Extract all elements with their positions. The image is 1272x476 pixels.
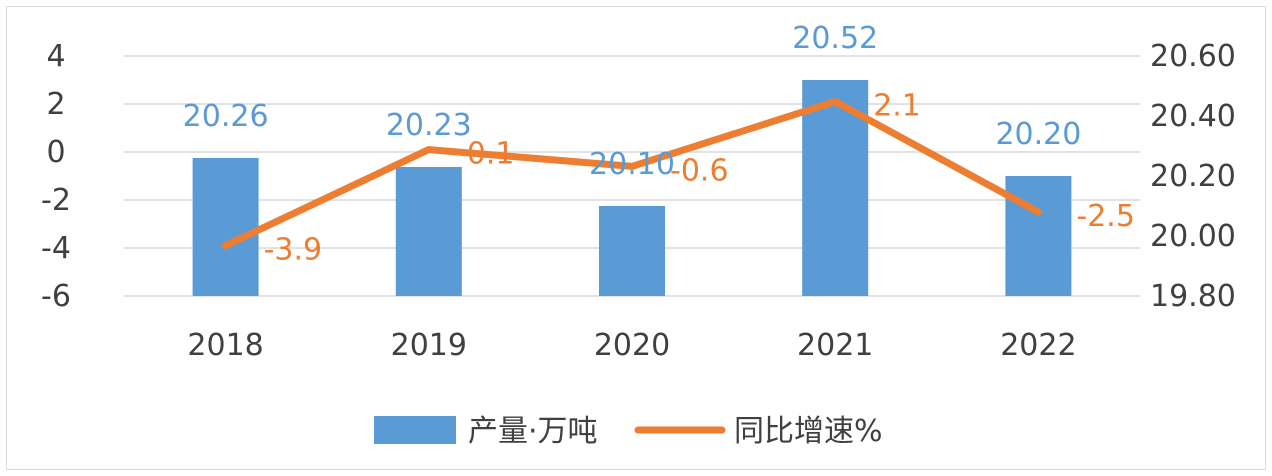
x-tick-label: 2021 <box>797 328 873 363</box>
x-axis: 2018 2019 2020 2021 2022 <box>187 328 1076 363</box>
right-tick-label: 19.80 <box>1150 279 1236 314</box>
line-data-label: -2.5 <box>1076 199 1135 234</box>
line-data-label: 0.1 <box>467 137 515 172</box>
bar-series <box>192 80 1072 296</box>
left-tick-label: 0 <box>46 135 65 170</box>
x-tick-label: 2020 <box>594 328 670 363</box>
right-tick-label: 20.00 <box>1150 219 1236 254</box>
left-axis: 4 2 0 -2 -4 -6 <box>41 39 71 314</box>
left-tick-label: -4 <box>41 231 71 266</box>
x-tick-label: 2019 <box>391 328 467 363</box>
bar <box>192 158 259 296</box>
x-tick-label: 2022 <box>1000 328 1076 363</box>
right-tick-label: 20.40 <box>1150 99 1236 134</box>
data-labels: 20.26 20.23 20.10 20.52 20.20 -3.9 0.1 -0.6 2.1 -… <box>183 21 1135 268</box>
line-data-label: -3.9 <box>264 233 323 268</box>
bar-data-label: 20.23 <box>386 108 472 143</box>
left-tick-label: -6 <box>41 279 71 314</box>
bar <box>1005 176 1072 296</box>
legend-swatch-bar <box>374 416 456 444</box>
legend-label-bar: 产量·万吨 <box>468 414 598 449</box>
bar-data-label: 20.52 <box>792 21 878 56</box>
right-tick-label: 20.60 <box>1150 39 1236 74</box>
right-axis: 20.60 20.40 20.20 20.00 19.80 <box>1150 39 1236 314</box>
line-point <box>425 146 433 154</box>
left-tick-label: 4 <box>46 39 65 74</box>
line-data-label: -0.6 <box>670 153 729 188</box>
line-series <box>222 98 1042 250</box>
bar-data-label: 20.10 <box>589 147 675 182</box>
line-point <box>222 242 230 250</box>
left-tick-label: -2 <box>41 183 71 218</box>
line-point <box>1034 208 1042 216</box>
left-tick-label: 2 <box>46 87 65 122</box>
right-tick-label: 20.20 <box>1150 159 1236 194</box>
bar-data-label: 20.20 <box>995 117 1081 152</box>
legend-label-line: 同比增速% <box>734 414 883 449</box>
line-point <box>628 162 636 170</box>
x-tick-label: 2018 <box>187 328 263 363</box>
bar-data-label: 20.26 <box>183 99 269 134</box>
bar <box>395 167 462 296</box>
line-point <box>831 98 839 106</box>
line-data-label: 2.1 <box>873 89 921 124</box>
bar <box>599 206 665 296</box>
legend: 产量·万吨 同比增速% <box>374 414 883 449</box>
